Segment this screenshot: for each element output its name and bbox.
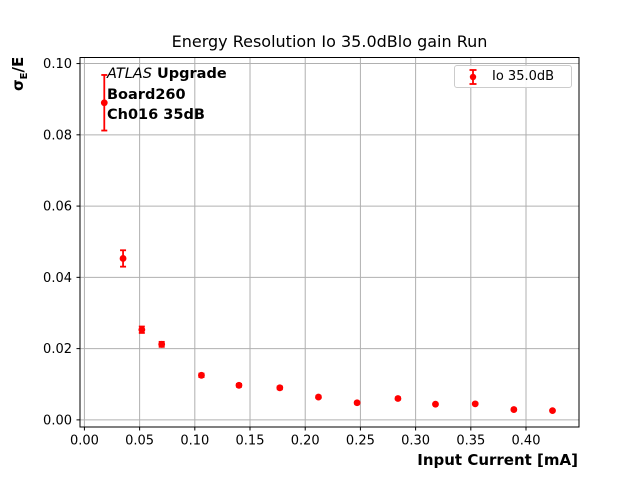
chart-title: Energy Resolution Io 35.0dBlo gain Run bbox=[171, 32, 488, 51]
x-tick-label: 0.25 bbox=[346, 434, 375, 449]
y-tick-label: 0.02 bbox=[43, 342, 72, 357]
y-tick-label: 0.06 bbox=[43, 200, 72, 215]
y-axis-label-sigma: σ bbox=[9, 79, 27, 91]
y-axis-label-rest: /E bbox=[9, 56, 27, 73]
x-tick-label: 0.10 bbox=[180, 434, 209, 449]
y-tick-label: 0.04 bbox=[43, 271, 72, 286]
x-tick-label: 0.00 bbox=[70, 434, 99, 449]
data-point bbox=[432, 400, 439, 408]
y-tick-label: 0.10 bbox=[43, 57, 72, 72]
x-tick-label: 0.30 bbox=[401, 434, 430, 449]
plot-border bbox=[79, 57, 580, 428]
annotation-block: ATLAS Upgrade Board260 Ch016 35dB bbox=[107, 64, 227, 126]
y-axis-label: σE/E bbox=[9, 57, 30, 91]
data-point bbox=[549, 407, 556, 415]
annotation-line-3: Ch016 35dB bbox=[107, 107, 205, 124]
data-point bbox=[198, 371, 205, 379]
data-point bbox=[119, 255, 127, 262]
y-axis-label-subscript: E bbox=[19, 72, 30, 80]
data-point bbox=[394, 395, 402, 402]
legend-errorbar-icon bbox=[469, 68, 477, 85]
data-point bbox=[276, 384, 284, 392]
x-tick-label: 0.20 bbox=[291, 434, 320, 449]
data-point bbox=[158, 340, 166, 348]
x-tick-label: 0.35 bbox=[456, 434, 485, 449]
data-point bbox=[353, 399, 361, 407]
x-axis-label: Input Current [mA] bbox=[417, 451, 578, 469]
x-tick-label: 0.05 bbox=[125, 434, 154, 449]
data-point bbox=[235, 381, 243, 389]
annotation-line-1: ATLAS Upgrade bbox=[107, 64, 227, 85]
x-tick-label: 0.40 bbox=[512, 434, 541, 449]
annotation-line-2: Board260 bbox=[107, 86, 186, 103]
legend-box: Io 35.0dB bbox=[454, 65, 572, 88]
legend-label: Io 35.0dB bbox=[492, 69, 555, 84]
data-point bbox=[510, 406, 518, 413]
y-tick-label: 0.08 bbox=[43, 128, 72, 143]
data-point bbox=[315, 393, 322, 401]
x-tick-label: 0.15 bbox=[236, 434, 265, 449]
data-point bbox=[471, 400, 479, 408]
annotation-experiment: ATLAS bbox=[107, 66, 152, 82]
data-point bbox=[138, 326, 146, 334]
data-point bbox=[100, 99, 108, 107]
y-tick-label: 0.00 bbox=[43, 413, 72, 428]
annotation-upgrade: Upgrade bbox=[151, 66, 227, 82]
